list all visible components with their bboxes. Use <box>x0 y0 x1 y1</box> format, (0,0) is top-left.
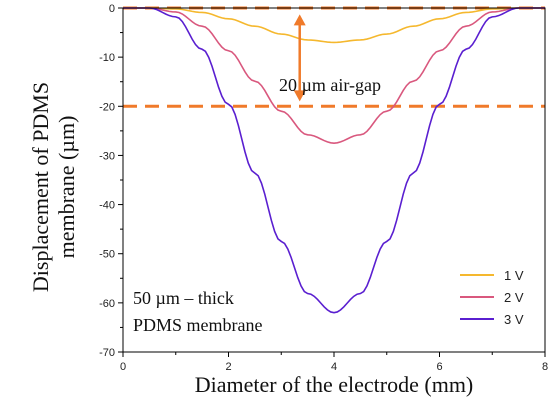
series-line-2 <box>123 7 545 314</box>
legend-label: 3 V <box>504 312 524 327</box>
series-lines <box>123 7 545 314</box>
ticks: 0 2 4 6 8 0 -10 -20 -30 -40 -50 -60 -70 <box>99 3 548 373</box>
x-tick-label: 2 <box>225 361 231 373</box>
series-line-1 <box>123 7 545 144</box>
y-tick-label: -50 <box>99 249 115 261</box>
arrow-head-down <box>293 90 306 102</box>
arrow-head-up <box>293 14 306 26</box>
x-tick-label: 4 <box>331 361 337 373</box>
y-tick-label: -40 <box>99 200 115 212</box>
legend: 1 V 2 V 3 V <box>460 268 524 327</box>
y-tick-label: -20 <box>99 101 115 113</box>
y-tick-label: 0 <box>109 3 115 15</box>
air-gap-annotation: 20 µm air-gap <box>279 75 381 95</box>
y-tick-label: -30 <box>99 150 115 162</box>
x-tick-label: 0 <box>120 361 126 373</box>
y-tick-label: -60 <box>99 298 115 310</box>
x-tick-label: 6 <box>436 361 442 373</box>
membrane-annotation-line2: PDMS membrane <box>133 315 263 335</box>
y-axis-title-line2: membrane (µm) <box>54 116 79 259</box>
x-tick-label: 8 <box>542 361 548 373</box>
series-line-0 <box>123 7 545 44</box>
x-axis-title: Diameter of the electrode (mm) <box>195 372 474 397</box>
air-gap-arrow <box>293 14 306 102</box>
y-tick-label: -10 <box>99 52 115 64</box>
membrane-annotation-line1: 50 µm – thick <box>133 288 234 308</box>
legend-label: 2 V <box>504 290 524 305</box>
y-axis-title-line1: Displacement of PDMS <box>28 82 53 292</box>
legend-label: 1 V <box>504 268 524 283</box>
y-tick-label: -70 <box>99 347 115 359</box>
